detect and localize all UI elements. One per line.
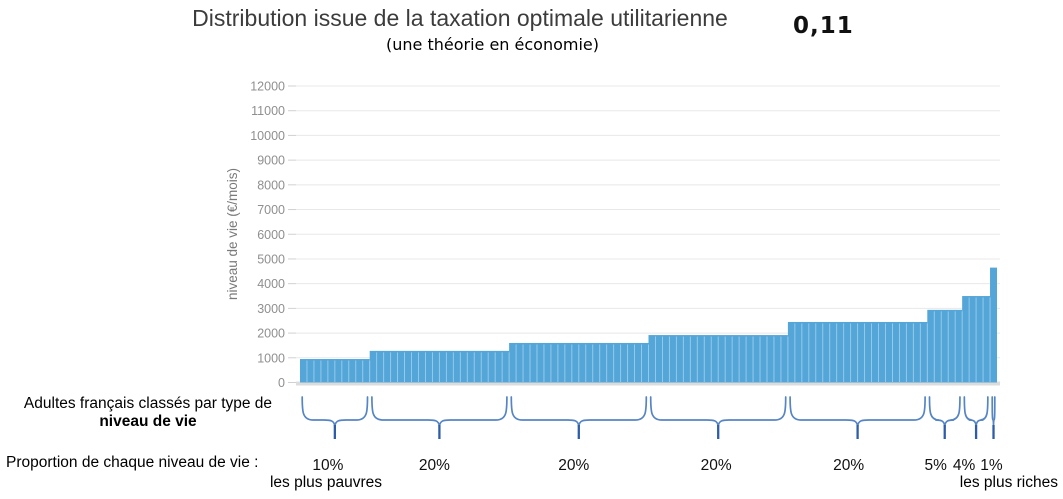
- y-tick-label: 8000: [257, 178, 285, 192]
- y-axis-title: niveau de vie (€/mois): [225, 168, 240, 300]
- y-tick-label: 12000: [250, 80, 285, 94]
- group-brace-4: [789, 396, 926, 428]
- x-axis-description-line1: Adultes français classés par type de: [23, 395, 273, 412]
- x-baseline: [296, 381, 1000, 386]
- group-brace-1: [371, 396, 508, 428]
- group-share-label-6: 4%: [953, 457, 976, 474]
- group-share-label-1: 20%: [419, 457, 450, 474]
- y-tick-label: 1000: [257, 351, 285, 365]
- y-tick-label: 9000: [257, 154, 285, 168]
- group-brace-0: [301, 396, 369, 428]
- x-axis-description-line2: niveau de vie: [99, 413, 197, 430]
- group-share-label-4: 20%: [833, 457, 864, 474]
- y-tick-label: 10000: [250, 129, 285, 143]
- bar-group-5: [927, 309, 963, 383]
- y-tick-label: 6000: [257, 228, 285, 242]
- bar-group-7: [990, 267, 997, 383]
- group-share-label-3: 20%: [701, 457, 732, 474]
- y-tick-label: 11000: [251, 104, 285, 118]
- y-tick-label: 7000: [257, 203, 285, 217]
- y-tick-label: 2000: [257, 327, 285, 341]
- group-share-label-0: 10%: [312, 457, 343, 474]
- y-tick-label: 3000: [257, 302, 285, 316]
- group-brace-6: [963, 396, 989, 428]
- group-brace-2: [510, 396, 648, 428]
- y-tick-label: 0: [278, 376, 285, 390]
- proportion-row-label: Proportion de chaque niveau de vie :: [6, 454, 259, 471]
- group-share-label-7: 1%: [980, 457, 1003, 474]
- group-share-label-2: 20%: [558, 457, 589, 474]
- richest-group-label: les plus riches: [959, 474, 1058, 491]
- y-tick-label: 4000: [257, 277, 285, 291]
- group-brace-5: [928, 396, 961, 428]
- group-share-label-5: 5%: [925, 457, 948, 474]
- group-brace-3: [649, 396, 787, 428]
- chart-subtitle: (une théorie en économie): [386, 35, 599, 54]
- gini-coefficient-value: 0,11: [793, 13, 854, 39]
- chart-title: Distribution issue de la taxation optima…: [192, 5, 728, 31]
- poorest-group-label: les plus pauvres: [269, 474, 382, 491]
- group-brace-7: [991, 396, 996, 428]
- y-tick-label: 5000: [257, 252, 285, 266]
